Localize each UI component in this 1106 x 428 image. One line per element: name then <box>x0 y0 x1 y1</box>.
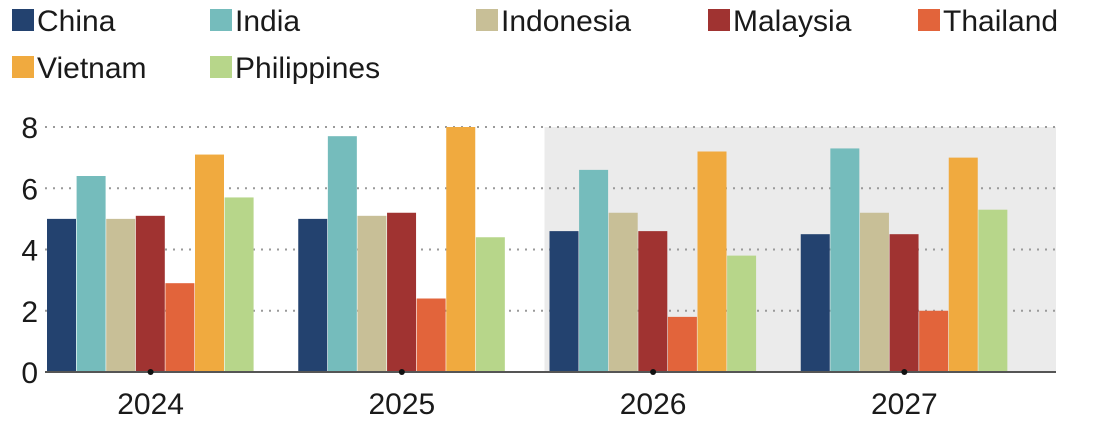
x-tick-label-2024: 2024 <box>117 388 184 421</box>
bar-thailand-2026 <box>667 316 697 372</box>
legend-item-indonesia: Indonesia <box>476 5 631 38</box>
x-tick-mark-2026 <box>650 369 657 375</box>
bar-malaysia-2024 <box>135 215 165 372</box>
legend-label-vietnam: Vietnam <box>37 52 147 85</box>
legend-swatch-vietnam <box>12 56 34 78</box>
bar-india-2026 <box>579 169 609 372</box>
bar-indonesia-2024 <box>106 218 136 372</box>
x-tick-mark-2024 <box>147 369 154 375</box>
bar-china-2024 <box>47 218 76 372</box>
bar-vietnam-2024 <box>195 154 224 372</box>
bar-malaysia-2025 <box>387 212 417 372</box>
x-tick-mark-2025 <box>398 369 405 375</box>
bar-vietnam-2026 <box>697 151 727 372</box>
legend-item-philippines: Philippines <box>210 52 380 85</box>
bar-china-2026 <box>549 231 579 372</box>
y-tick-label-6: 6 <box>21 173 38 206</box>
legend-item-china: China <box>12 5 116 38</box>
y-tick-label-8: 8 <box>21 112 38 145</box>
bar-vietnam-2027 <box>948 157 978 372</box>
legend-label-india: India <box>235 5 300 38</box>
bar-thailand-2025 <box>416 298 446 372</box>
bar-philippines-2024 <box>224 197 254 372</box>
bar-indonesia-2027 <box>859 212 889 372</box>
legend-label-china: China <box>37 5 116 38</box>
bar-thailand-2027 <box>919 310 949 372</box>
y-tick-label-0: 0 <box>21 357 38 390</box>
y-ticks: 0 2 4 6 8 <box>21 112 38 390</box>
x-ticks: 2024 2025 2026 2027 <box>117 369 938 421</box>
x-tick-label-2025: 2025 <box>368 388 435 421</box>
bar-philippines-2026 <box>727 255 757 372</box>
x-tick-label-2026: 2026 <box>620 388 687 421</box>
bar-philippines-2027 <box>978 209 1008 372</box>
bar-china-2027 <box>800 234 830 372</box>
bar-malaysia-2026 <box>638 231 668 372</box>
legend-swatch-malaysia <box>708 9 730 31</box>
legend-label-philippines: Philippines <box>235 52 380 85</box>
legend-swatch-thailand <box>918 9 940 31</box>
legend-swatch-philippines <box>210 56 232 78</box>
bar-indonesia-2025 <box>357 215 387 372</box>
legend-item-vietnam: Vietnam <box>12 52 147 85</box>
bar-india-2025 <box>327 136 357 372</box>
bar-china-2025 <box>298 218 328 372</box>
x-tick-mark-2027 <box>901 369 908 375</box>
bar-india-2024 <box>76 176 106 372</box>
legend: China India Indonesia Malaysia Thailand Vietn… <box>12 5 1058 85</box>
legend-item-malaysia: Malaysia <box>708 5 852 38</box>
bar-vietnam-2025 <box>446 127 476 372</box>
legend-item-thailand: Thailand <box>918 5 1058 38</box>
legend-label-thailand: Thailand <box>943 5 1058 38</box>
y-tick-label-2: 2 <box>21 296 38 329</box>
legend-item-india: India <box>210 5 300 38</box>
bar-malaysia-2027 <box>889 234 919 372</box>
y-tick-label-4: 4 <box>21 235 38 268</box>
x-tick-label-2027: 2027 <box>871 388 938 421</box>
legend-swatch-china <box>12 9 34 31</box>
bar-thailand-2024 <box>165 283 195 372</box>
bars <box>47 127 1008 372</box>
legend-swatch-india <box>210 9 232 31</box>
bar-india-2027 <box>830 148 860 372</box>
legend-swatch-indonesia <box>476 9 498 31</box>
legend-label-indonesia: Indonesia <box>501 5 631 38</box>
legend-label-malaysia: Malaysia <box>733 5 852 38</box>
bar-indonesia-2026 <box>608 212 638 372</box>
bar-philippines-2025 <box>475 237 505 372</box>
